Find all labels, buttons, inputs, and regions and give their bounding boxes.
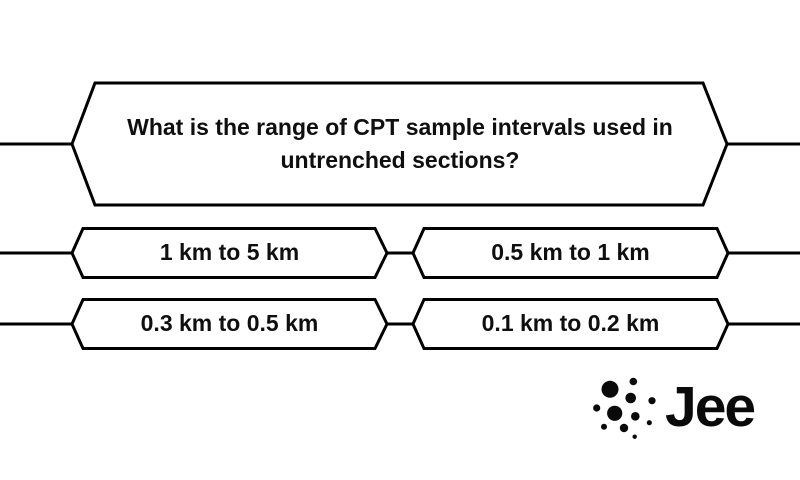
answer-option-label: 0.5 km to 1 km — [491, 239, 650, 265]
answer-option-2[interactable]: 0.5 km to 1 km — [413, 228, 728, 277]
answer-option-3[interactable]: 0.3 km to 0.5 km — [72, 299, 387, 348]
answer-option-1[interactable]: 1 km to 5 km — [72, 228, 387, 277]
option-hexagon-shape — [70, 298, 389, 350]
option-hexagon-shape — [411, 227, 730, 279]
answer-option-4[interactable]: 0.1 km to 0.2 km — [413, 299, 728, 348]
answer-option-label: 0.3 km to 0.5 km — [140, 310, 319, 336]
option-hexagon-shape — [411, 298, 730, 350]
answer-option-label: 1 km to 5 km — [159, 239, 300, 265]
logo-text: Jee — [665, 374, 756, 439]
question-box: What is the range of CPT sample interval… — [90, 86, 710, 202]
question-hexagon-shape — [70, 81, 729, 207]
answer-option-label: 0.1 km to 0.2 km — [481, 310, 660, 336]
option-hexagon-shape — [70, 227, 389, 279]
dot-cluster-icon — [593, 377, 656, 439]
question-text: What is the range of CPT sample interval… — [127, 114, 673, 173]
jee-logo: Jee — [590, 374, 756, 442]
